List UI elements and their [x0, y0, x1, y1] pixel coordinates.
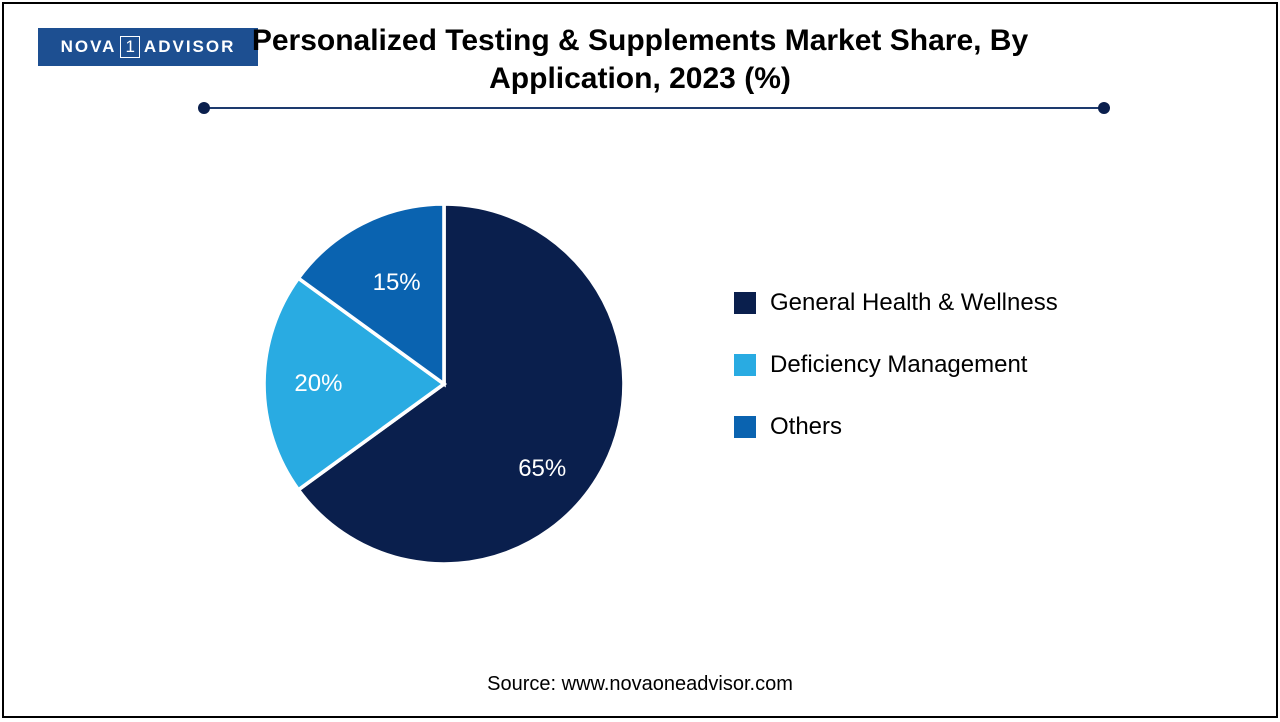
legend-swatch [734, 354, 756, 376]
legend-swatch [734, 292, 756, 314]
title-line1: Personalized Testing & Supplements Marke… [252, 24, 1028, 57]
divider-dot-right [1098, 102, 1110, 114]
legend-label: General Health & Wellness [770, 289, 1058, 317]
legend: General Health & Wellness Deficiency Mana… [734, 289, 1154, 475]
pie-slice-label: 20% [294, 370, 342, 398]
legend-item: Deficiency Management [734, 351, 1154, 379]
chart-title: Personalized Testing & Supplements Marke… [4, 22, 1276, 97]
source-text: Source: www.novaoneadvisor.com [4, 673, 1276, 696]
title-divider [204, 102, 1104, 114]
pie-slice-label: 15% [373, 269, 421, 297]
legend-swatch [734, 416, 756, 438]
legend-label: Deficiency Management [770, 351, 1027, 379]
pie-slice-label: 65% [518, 455, 566, 483]
chart-frame: NOVA 1 ADVISOR Personalized Testing & Su… [2, 2, 1278, 718]
pie-chart: 65% 20% 15% [244, 184, 644, 584]
title-line2: Application, 2023 (%) [489, 62, 791, 95]
divider-line [204, 107, 1104, 109]
legend-item: Others [734, 413, 1154, 441]
legend-label: Others [770, 413, 842, 441]
legend-item: General Health & Wellness [734, 289, 1154, 317]
divider-dot-left [198, 102, 210, 114]
